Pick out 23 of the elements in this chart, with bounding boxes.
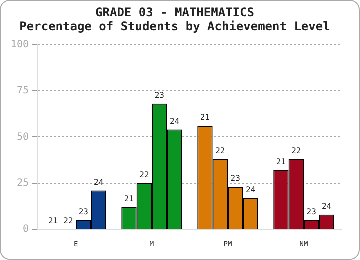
y-tick-label: 75	[17, 86, 30, 97]
text: 22	[140, 170, 150, 180]
y-tick-label: 50	[17, 132, 30, 143]
series-label: 24	[94, 178, 104, 187]
series-label: 22	[216, 146, 226, 156]
series-label: 23	[230, 174, 241, 184]
text: 22	[292, 146, 302, 156]
text: 21	[124, 194, 134, 204]
chart-subtitle: Percentage of Students by Achievement Level	[20, 20, 330, 34]
y-tick-label: 100	[11, 39, 30, 50]
text: 23	[154, 91, 164, 100]
text: 24	[246, 185, 256, 194]
text: 23	[78, 207, 88, 216]
y-tick-label: 25	[17, 178, 30, 189]
text: 21	[48, 216, 58, 226]
text: 23	[306, 207, 316, 216]
text: 24	[322, 202, 332, 211]
y-tick-label: 0	[23, 224, 30, 236]
text: 21	[276, 158, 286, 167]
chart-title: GRADE 03 - MATHEMATICS	[96, 5, 254, 20]
text: 22	[64, 216, 74, 226]
series-label: 21	[200, 113, 210, 122]
text: 24	[170, 116, 180, 126]
